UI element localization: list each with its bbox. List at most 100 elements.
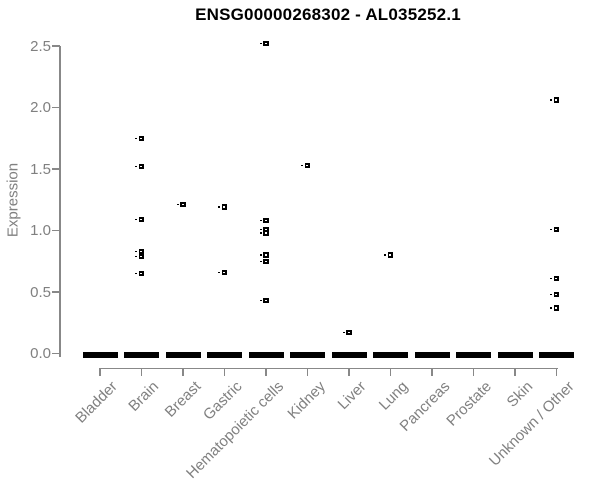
y-tick-label: 2.0 bbox=[30, 99, 51, 116]
point-square-marker bbox=[263, 230, 269, 236]
zero-cluster-bar bbox=[373, 352, 408, 358]
point-dash bbox=[259, 260, 262, 262]
x-tick bbox=[389, 369, 392, 376]
data-point bbox=[550, 226, 560, 233]
data-point bbox=[218, 269, 228, 276]
zero-cluster-bar bbox=[124, 352, 159, 358]
zero-cluster-bar bbox=[331, 352, 367, 358]
x-tick bbox=[182, 369, 184, 376]
point-dash bbox=[342, 331, 345, 334]
x-tick bbox=[555, 369, 558, 376]
chart-title: ENSG00000268302 - AL035252.1 bbox=[195, 5, 461, 24]
x-tick bbox=[514, 369, 516, 376]
point-dash bbox=[218, 206, 221, 208]
point-dash bbox=[301, 164, 304, 167]
point-dash bbox=[259, 42, 262, 45]
point-square-marker bbox=[138, 270, 145, 277]
point-square-marker bbox=[138, 248, 145, 255]
y-tick bbox=[52, 229, 60, 232]
point-dash bbox=[259, 299, 262, 302]
zero-cluster-bar bbox=[248, 352, 284, 358]
y-tick bbox=[52, 291, 60, 293]
data-point bbox=[218, 204, 228, 210]
point-square-marker bbox=[553, 305, 560, 311]
x-category-label: Skin bbox=[503, 378, 537, 411]
point-square-marker bbox=[138, 163, 145, 170]
data-point bbox=[259, 226, 269, 233]
point-square-marker bbox=[138, 135, 145, 141]
point-dash bbox=[135, 137, 138, 139]
point-square-marker bbox=[304, 162, 311, 169]
zero-cluster-bar bbox=[290, 352, 325, 358]
point-dash bbox=[550, 99, 553, 101]
point-square-marker bbox=[221, 269, 228, 276]
data-point bbox=[259, 258, 269, 264]
x-category-label: Kidney bbox=[284, 378, 329, 423]
y-tick bbox=[52, 45, 60, 47]
point-square-marker bbox=[180, 201, 186, 208]
point-square-marker bbox=[553, 97, 560, 103]
data-point bbox=[135, 135, 145, 141]
y-tick bbox=[52, 168, 60, 170]
point-square-marker bbox=[263, 226, 269, 233]
point-dash bbox=[259, 219, 262, 222]
x-tick bbox=[472, 369, 475, 376]
data-point bbox=[259, 230, 269, 236]
data-point bbox=[259, 217, 269, 224]
point-square-marker bbox=[138, 253, 145, 260]
data-point bbox=[135, 253, 145, 260]
point-dash bbox=[550, 307, 553, 309]
zero-cluster-bar bbox=[539, 352, 574, 358]
x-tick bbox=[223, 369, 226, 376]
point-square-marker bbox=[263, 258, 269, 264]
point-square-marker bbox=[263, 40, 269, 47]
point-square-marker bbox=[553, 275, 560, 282]
data-point bbox=[550, 97, 560, 103]
y-tick-label: 2.5 bbox=[30, 37, 51, 55]
point-dash bbox=[259, 232, 262, 234]
y-tick bbox=[52, 106, 60, 109]
point-dash bbox=[259, 228, 262, 231]
x-category-label: Prostate bbox=[442, 378, 495, 430]
x-axis-line bbox=[99, 367, 558, 369]
x-category-label: Lung bbox=[375, 378, 412, 414]
y-tick-label: 0.5 bbox=[30, 283, 51, 301]
data-point bbox=[301, 162, 311, 169]
data-point bbox=[384, 252, 394, 258]
point-square-marker bbox=[553, 226, 560, 233]
x-category-label: Bladder bbox=[72, 378, 122, 427]
zero-cluster-bar bbox=[207, 352, 242, 358]
data-point bbox=[259, 252, 269, 258]
point-dash bbox=[384, 254, 387, 256]
point-dash bbox=[550, 277, 553, 280]
x-tick bbox=[140, 369, 143, 376]
point-dash bbox=[135, 272, 138, 275]
data-point bbox=[259, 297, 269, 304]
data-point bbox=[342, 329, 352, 336]
data-point bbox=[550, 291, 560, 298]
point-square-marker bbox=[221, 204, 228, 210]
zero-cluster-bar bbox=[414, 352, 450, 358]
data-point bbox=[135, 216, 145, 223]
point-square-marker bbox=[346, 329, 352, 336]
x-category-label: Liver bbox=[335, 378, 371, 414]
point-square-marker bbox=[263, 252, 269, 258]
point-square-marker bbox=[387, 252, 394, 258]
y-tick-label: 1.5 bbox=[30, 160, 51, 178]
data-point bbox=[550, 305, 560, 311]
point-dash bbox=[218, 271, 221, 274]
y-tick-label: 0.0 bbox=[30, 345, 51, 362]
y-tick bbox=[52, 352, 60, 355]
point-dash bbox=[135, 165, 138, 168]
point-dash bbox=[135, 255, 138, 258]
x-tick bbox=[306, 369, 309, 376]
data-point bbox=[259, 40, 269, 47]
x-tick bbox=[431, 369, 433, 376]
data-point bbox=[176, 201, 186, 208]
point-dash bbox=[259, 254, 262, 256]
point-square-marker bbox=[263, 217, 269, 224]
zero-cluster-bar bbox=[82, 352, 118, 358]
data-point bbox=[135, 163, 145, 170]
